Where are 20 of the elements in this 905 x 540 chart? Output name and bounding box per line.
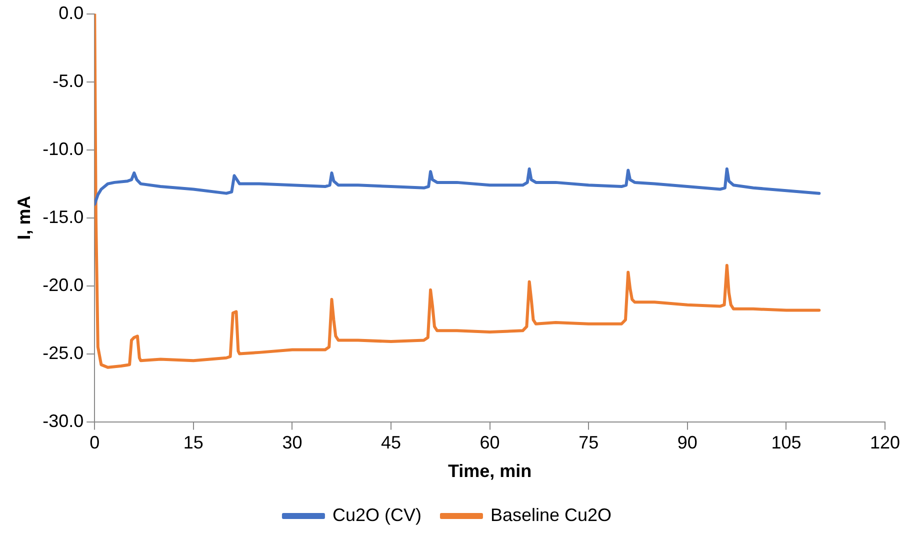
y-tick-label: -15.0 — [42, 206, 84, 227]
y-tick-label: 0.0 — [58, 2, 84, 23]
y-tick-label: -10.0 — [42, 138, 84, 159]
x-tick-label: 15 — [183, 432, 204, 453]
x-tick-label: 60 — [480, 432, 500, 453]
y-tick-label: -30.0 — [42, 410, 84, 431]
x-tick-label: 90 — [677, 432, 698, 453]
x-tick-label: 75 — [578, 432, 599, 453]
x-tick-label: 30 — [282, 432, 302, 453]
x-tick-label: 105 — [771, 432, 802, 453]
y-tick-label: -25.0 — [42, 342, 84, 363]
legend-label: Baseline Cu2O — [490, 504, 612, 525]
y-tick-label: -5.0 — [52, 70, 84, 91]
x-axis-title: Time, min — [448, 461, 532, 482]
x-tick-label: 120 — [870, 432, 900, 453]
x-tick-label: 45 — [381, 432, 402, 453]
x-tick-label: 0 — [90, 432, 100, 453]
y-axis-title: I, mA — [14, 196, 34, 240]
legend-label: Cu2O (CV) — [332, 504, 422, 525]
y-tick-label: -20.0 — [42, 274, 84, 295]
